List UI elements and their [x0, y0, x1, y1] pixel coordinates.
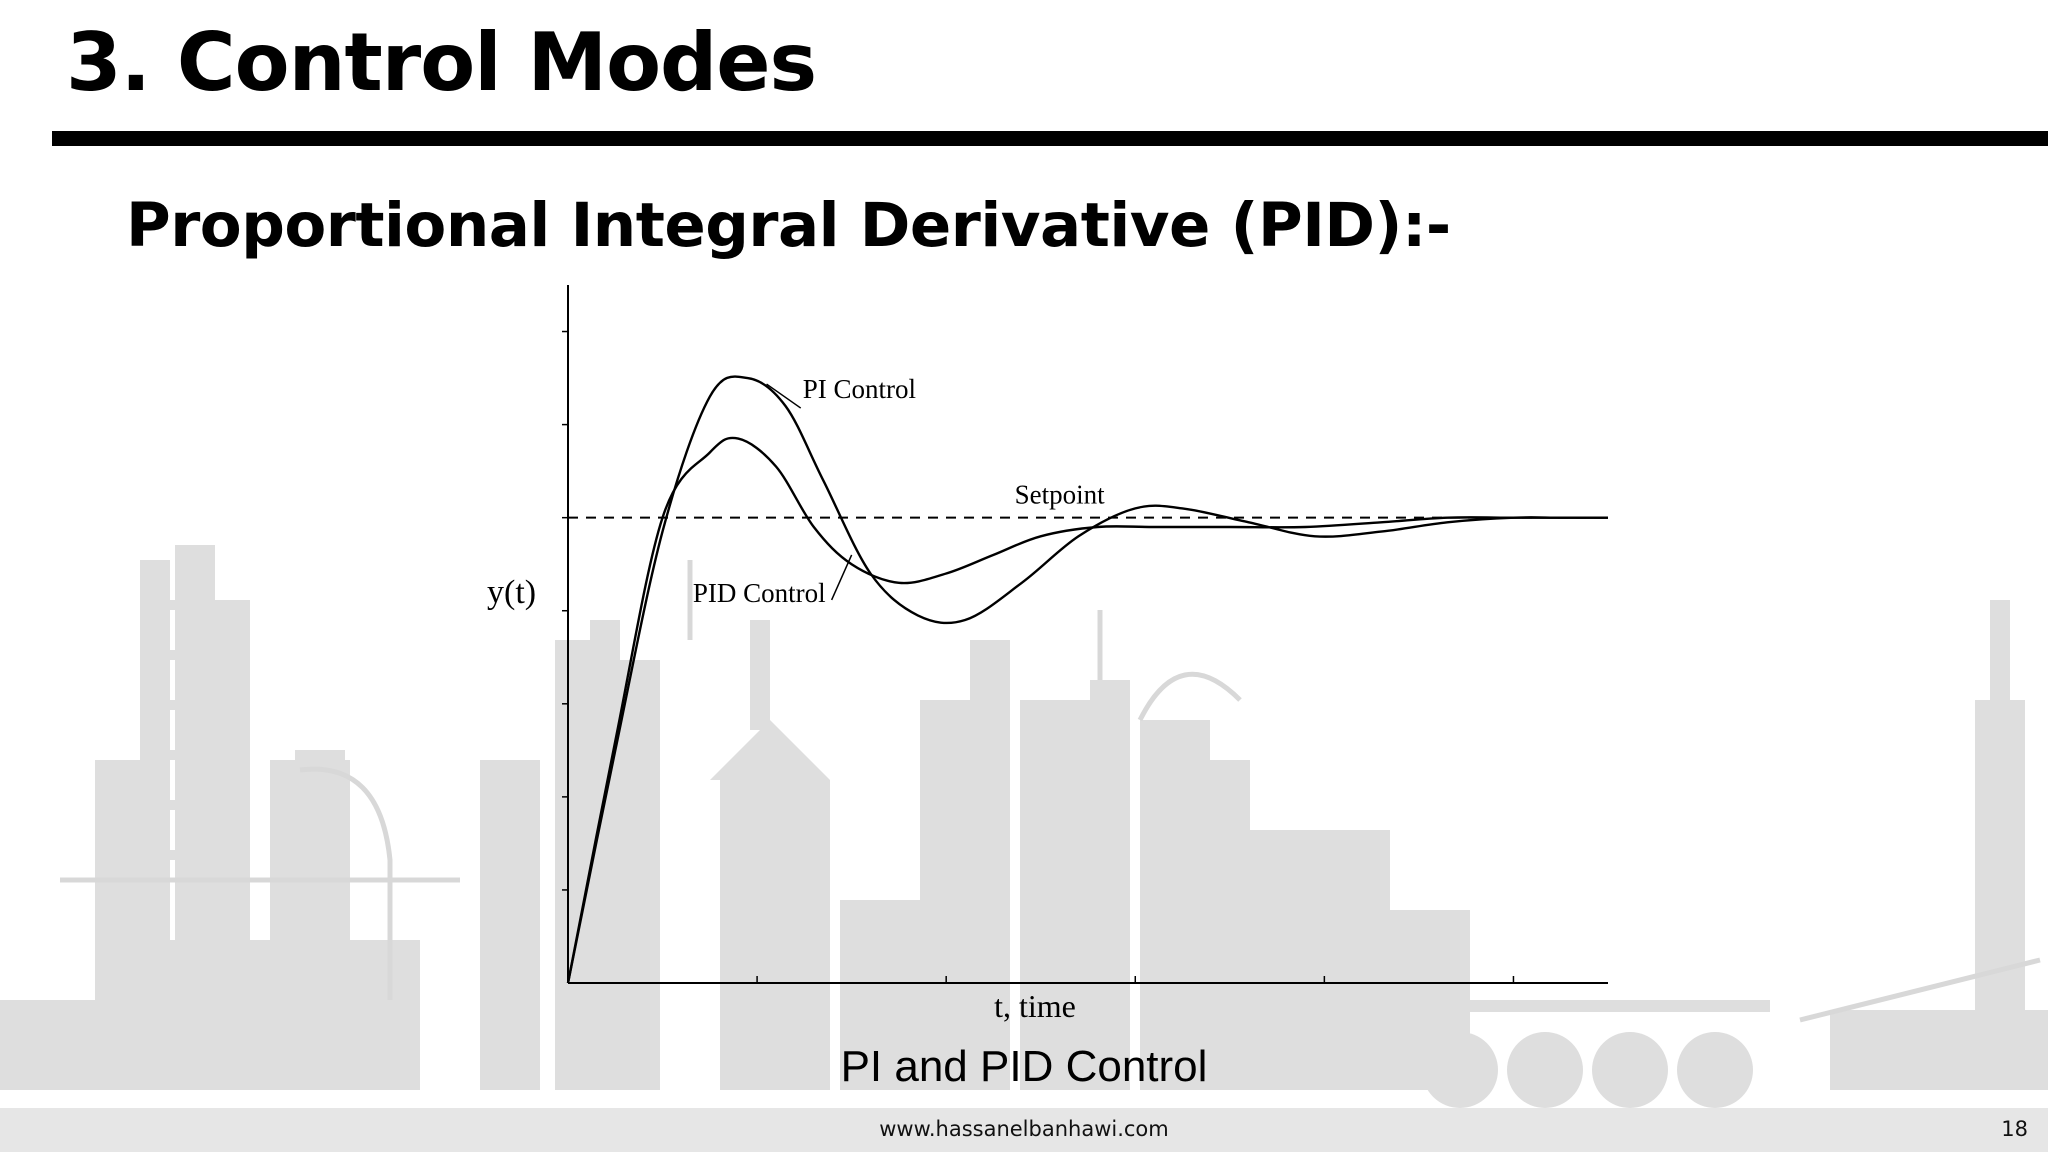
setpoint-label: Setpoint — [1015, 480, 1106, 510]
pid-control-leader — [830, 554, 853, 601]
pi-control-curve — [566, 375, 1608, 984]
slide-title: 3. Control Modes — [66, 16, 817, 109]
y-axis-label: y(t) — [487, 574, 536, 611]
title-rule — [52, 131, 2048, 146]
pi-control-leader — [766, 383, 802, 409]
slide-subtitle: Proportional Integral Derivative (PID):- — [126, 190, 1451, 261]
pid-control-label: PID Control — [693, 578, 826, 608]
x-axis-label: t, time — [994, 988, 1076, 1024]
slide-number: 18 — [2001, 1117, 2028, 1141]
pi-control-label: PI Control — [803, 374, 916, 404]
chart-caption: PI and PID Control — [840, 1042, 1208, 1091]
footer-url: www.hassanelbanhawi.com — [879, 1117, 1169, 1141]
pid-control-curve — [566, 436, 1608, 984]
